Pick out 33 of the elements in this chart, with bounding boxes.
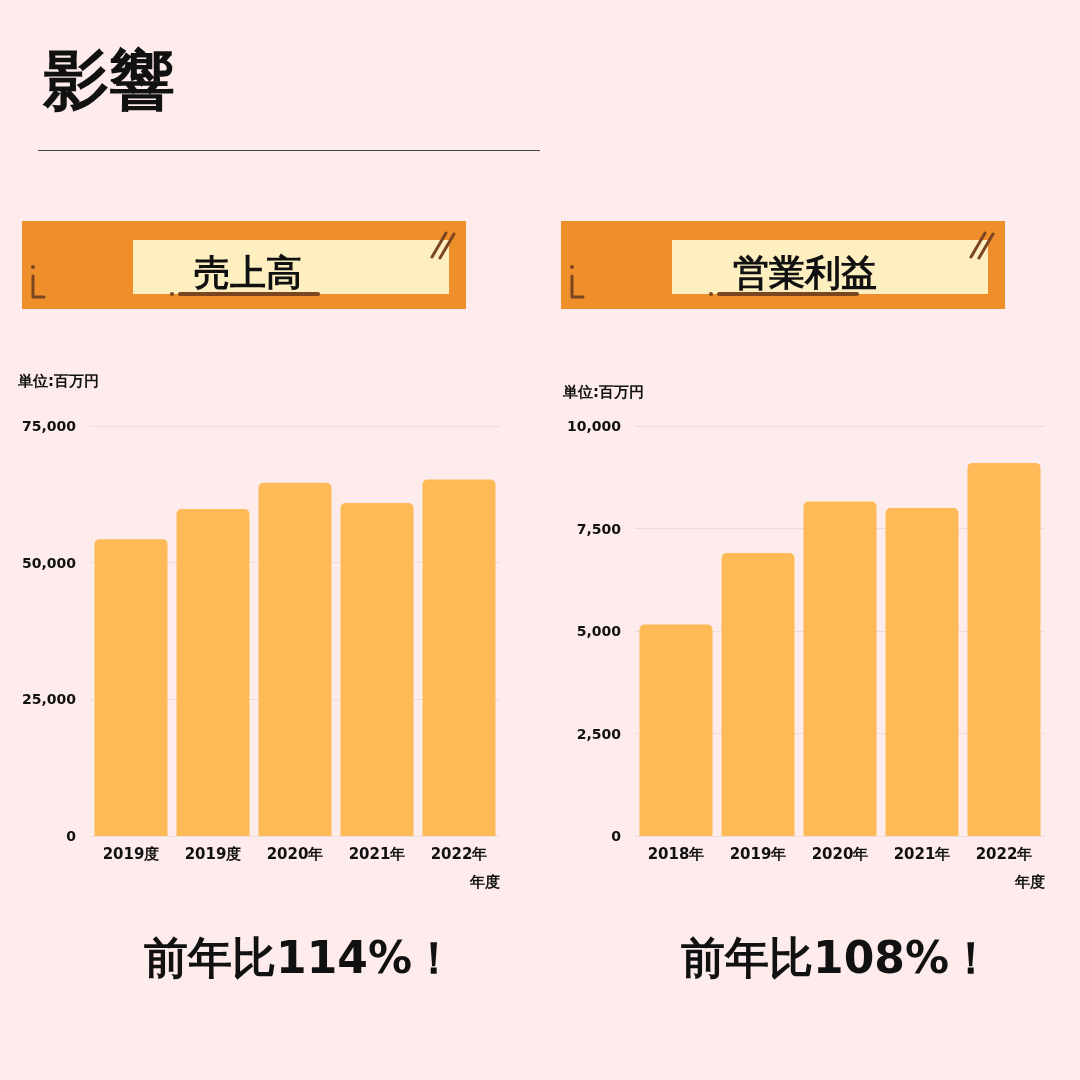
bar	[639, 624, 713, 836]
x-tick-label: 2020年	[266, 844, 324, 863]
y-axis-title: 単位:百万円	[17, 372, 99, 390]
chart-title: 営業利益	[733, 251, 877, 293]
x-axis-title: 年度	[469, 873, 500, 891]
y-tick-label: 25,000	[21, 691, 77, 708]
bar	[803, 501, 877, 836]
bar	[721, 553, 795, 836]
bar	[967, 462, 1041, 836]
text: 影響	[42, 41, 175, 119]
x-tick-label: 2019度	[102, 844, 160, 863]
x-tick-label: 2022年	[975, 844, 1033, 863]
x-axis-title: 年度	[1014, 873, 1045, 891]
y-tick-label: 75,000	[21, 418, 77, 434]
x-tick-label: 2019年	[729, 844, 787, 863]
text: 前年比114%！	[144, 931, 456, 983]
x-tick-label: 2019度	[184, 844, 242, 863]
y-axis-title: 単位:百万円	[562, 383, 644, 401]
y-tick-label: 2,500	[576, 725, 622, 742]
y-tick-label: 0	[66, 828, 77, 844]
bar	[885, 508, 959, 836]
y-tick-label: 0	[611, 828, 622, 844]
y-tick-label: 50,000	[21, 554, 77, 571]
x-tick-label: 2018年	[647, 844, 705, 863]
chart-title: 売上高	[194, 251, 302, 293]
x-tick-label: 2021年	[348, 844, 406, 863]
x-tick-label: 2022年	[430, 844, 488, 863]
x-tick-label: 2021年	[893, 844, 951, 863]
y-tick-label: 5,000	[576, 623, 622, 639]
x-tick-label: 2020年	[811, 844, 869, 863]
text: 前年比108%！	[681, 931, 993, 983]
y-tick-label: 7,500	[576, 520, 622, 537]
y-tick-label: 10,000	[566, 418, 622, 434]
